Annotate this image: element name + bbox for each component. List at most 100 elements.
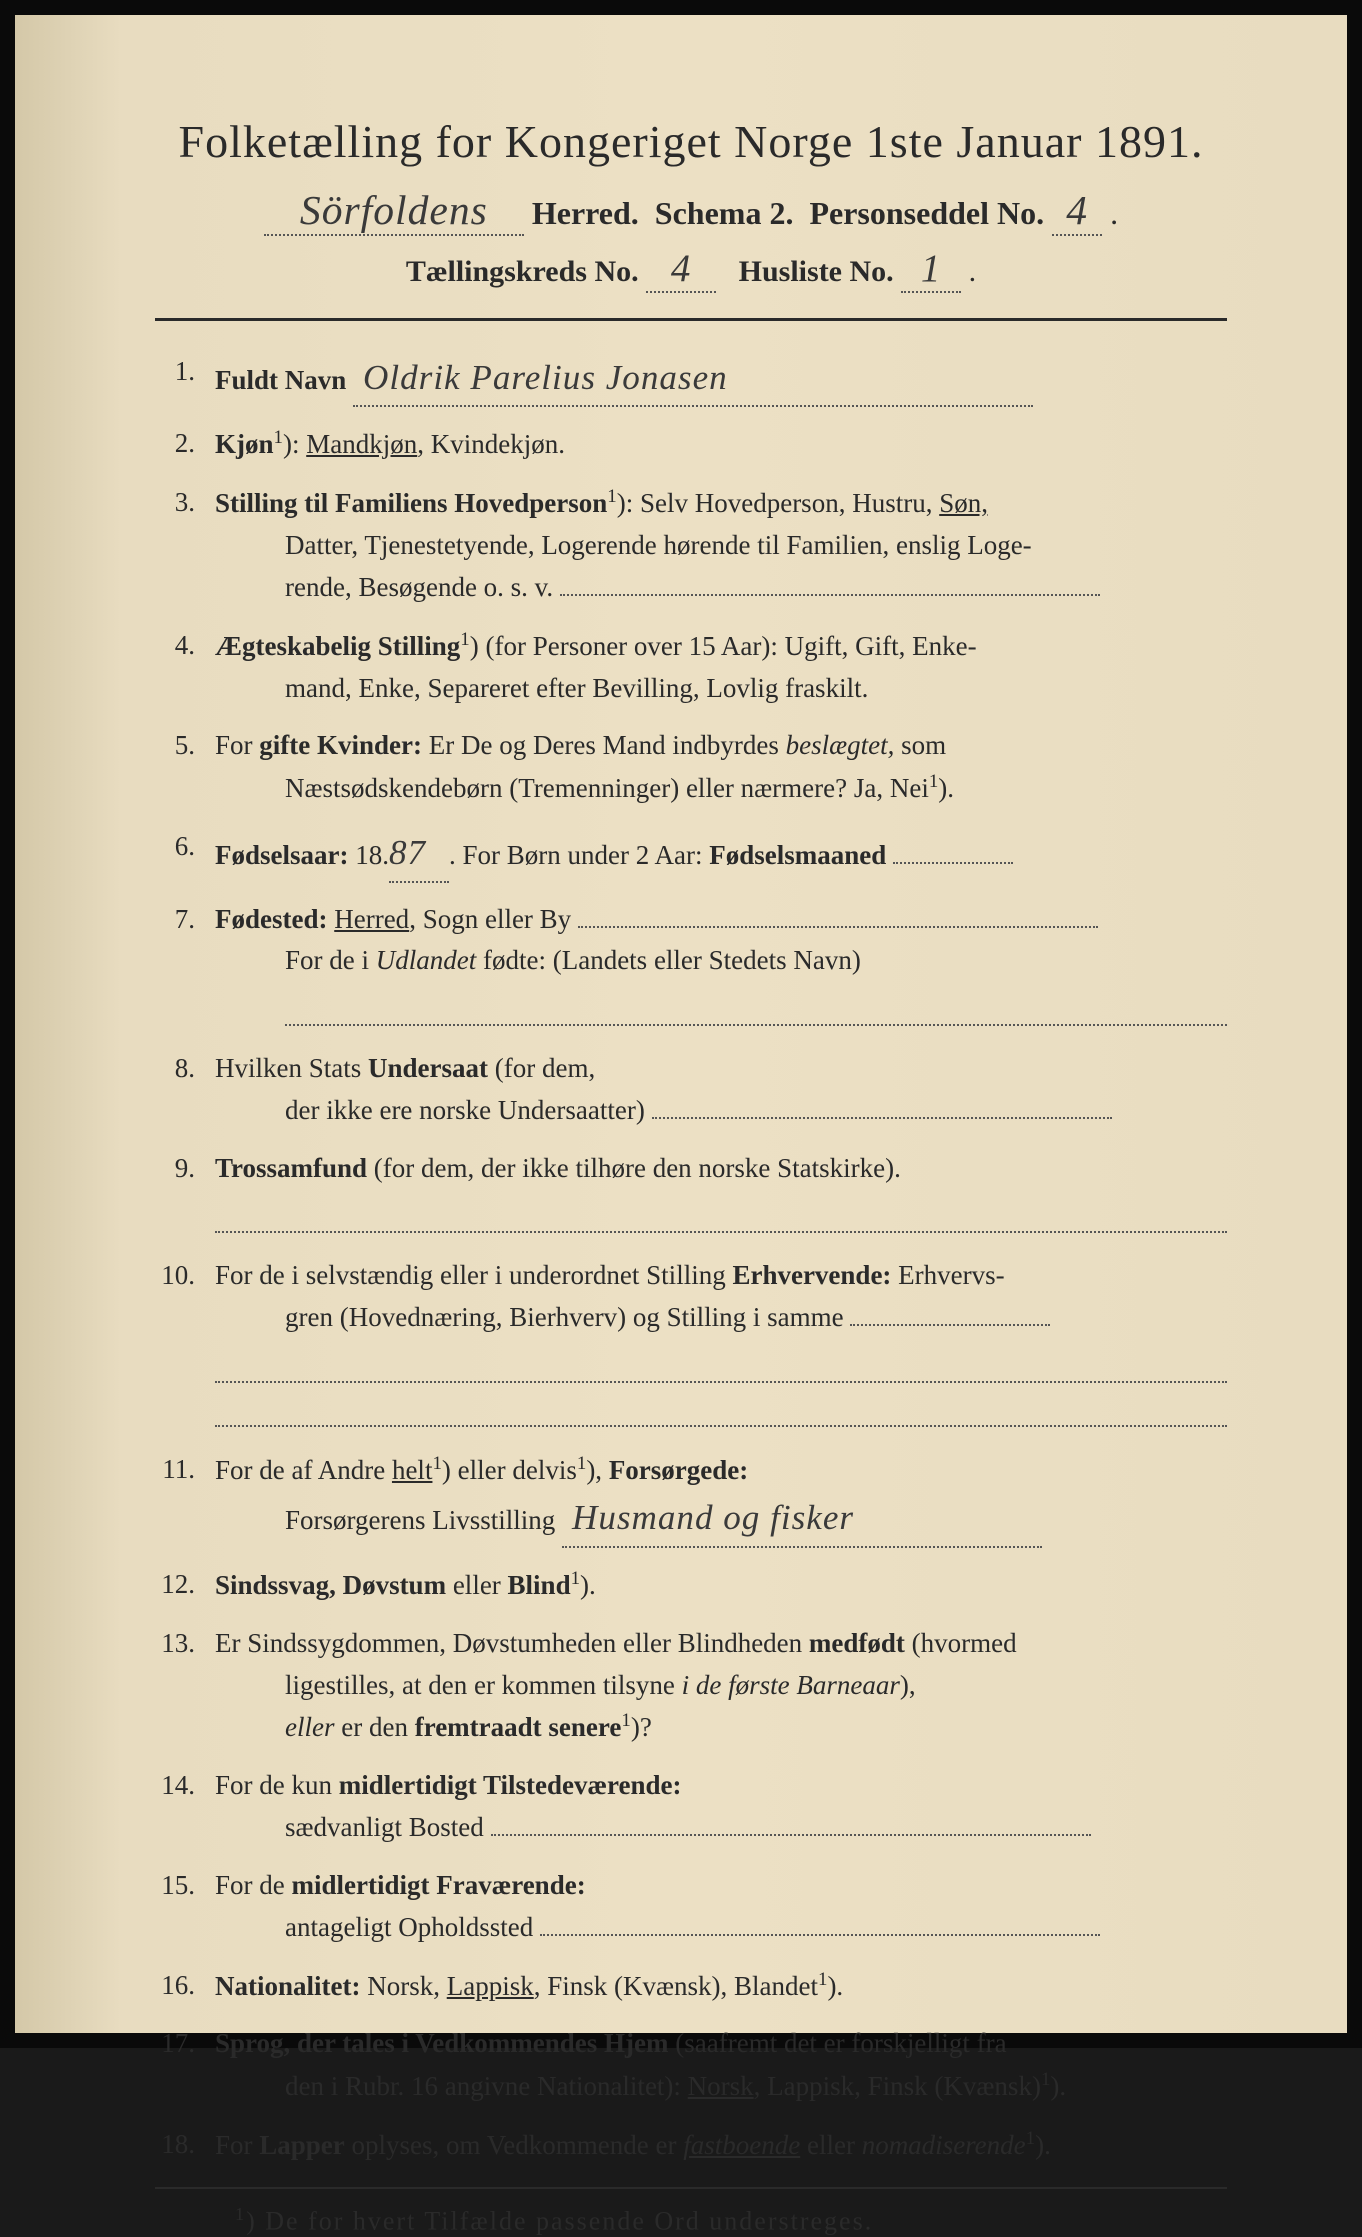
label: Ægteskabelig Stilling [215, 631, 460, 661]
item-12: 12. Sindssvag, Døvstum eller Blind1). [155, 1564, 1227, 1607]
item-3: 3. Stilling til Familiens Hovedperson1):… [155, 482, 1227, 609]
under1: helt [392, 1455, 433, 1485]
rest: Erhvervs- [891, 1260, 1004, 1290]
rest: oplyses, om Vedkommende er [345, 2130, 683, 2160]
item-9: 9. Trossamfund (for dem, der ikke tilhør… [155, 1148, 1227, 1240]
line2: Datter, Tjenestetyende, Logerende hørend… [215, 525, 1227, 567]
footnote-divider [155, 2187, 1227, 2189]
pre: For de i selvstændig eller i underordnet… [215, 1260, 732, 1290]
rest: (for dem, [488, 1053, 595, 1083]
pre: For de kun [215, 1770, 339, 1800]
fuldt-navn-label: Fuldt Navn [215, 365, 346, 395]
rest: (for dem, der ikke tilhøre den norske St… [367, 1153, 901, 1183]
italic2: nomadiserende [862, 2130, 1026, 2160]
text: ): Selv Hovedperson, Hustru, [617, 488, 939, 518]
sup: 1 [1026, 2128, 1035, 2149]
tkreds-no: 4 [646, 246, 716, 293]
italic: i de første Barneaar [682, 1670, 900, 1700]
label: Undersaat [368, 1053, 488, 1083]
item-13: 13. Er Sindssygdommen, Døvstumheden elle… [155, 1623, 1227, 1750]
line2-hand: Husmand og fisker [562, 1491, 1042, 1547]
pre: Er Sindssygdommen, Døvstumheden eller Bl… [215, 1628, 809, 1658]
item-body: Fødselsaar: 18.87. For Børn under 2 Aar:… [215, 826, 1227, 882]
italic: beslægtet, [786, 730, 895, 760]
tkreds-label: Tællingskreds No. [406, 255, 639, 288]
footnote-text: ) De for hvert Tilfælde passende Ord und… [246, 2207, 873, 2236]
label2: Fødselsmaaned [709, 840, 886, 870]
pre: For [215, 2130, 259, 2160]
rest2: , Finsk (Kvænsk), Blandet [534, 1971, 818, 2001]
line2: antageligt Opholdssted [215, 1907, 1227, 1949]
item-body: For gifte Kvinder: Er De og Deres Mand i… [215, 725, 1227, 810]
item-10: 10. For de i selvstændig eller i underor… [155, 1255, 1227, 1432]
label: midlertidigt Fraværende: [292, 1870, 586, 1900]
label: Trossamfund [215, 1153, 367, 1183]
line3: rende, Besøgende o. s. v. [215, 567, 1227, 609]
line2: gren (Hovednæring, Bierhverv) og Stillin… [215, 1297, 1227, 1339]
line2-text: der ikke ere norske Undersaatter) [285, 1095, 645, 1125]
sup: 1 [235, 2204, 246, 2224]
label: medfødt [809, 1628, 905, 1658]
dotted-line [285, 988, 1227, 1026]
year-prefix: 18. [348, 840, 389, 870]
line2: mand, Enke, Separeret efter Bevilling, L… [215, 668, 1227, 710]
line2: ligestilles, at den er kommen tilsyne i … [215, 1665, 1227, 1707]
fuldt-navn-value: Oldrik Parelius Jonasen [353, 351, 1033, 407]
rest2: som [894, 730, 946, 760]
page-title: Folketælling for Kongeriget Norge 1ste J… [155, 115, 1227, 168]
underlined: Herred [334, 904, 409, 934]
line2-text: Næstsødskendebørn (Tremenninger) eller n… [285, 773, 929, 803]
personseddel-no: 4 [1052, 186, 1102, 236]
label: Sprog, der tales i Vedkommendes Hjem [215, 2028, 669, 2058]
item-body: Er Sindssygdommen, Døvstumheden eller Bl… [215, 1623, 1227, 1750]
kjon-underlined: Mandkjøn [306, 429, 417, 459]
item-body: For de kun midlertidigt Tilstedeværende:… [215, 1765, 1227, 1849]
item-14: 14. For de kun midlertidigt Tilstedevære… [155, 1765, 1227, 1849]
label2: Blind [508, 1570, 571, 1600]
fill [893, 862, 1013, 864]
item-15: 15. For de midlertidigt Fraværende: anta… [155, 1865, 1227, 1949]
personseddel-label: Personseddel No. [809, 195, 1044, 231]
italic: eller [285, 1712, 334, 1742]
item-18: 18. For Lapper oplyses, om Vedkommende e… [155, 2124, 1227, 2167]
herred-label: Herred. [532, 195, 639, 231]
dotted-line [215, 1389, 1227, 1427]
item-num: 16. [155, 1965, 215, 2008]
label: gifte Kvinder: [259, 730, 422, 760]
rest: . For Børn under 2 Aar: [449, 840, 709, 870]
dotted-line [215, 1196, 1227, 1234]
line2-label: Forsørgerens Livsstilling [285, 1505, 555, 1535]
item-num: 2. [155, 423, 215, 466]
text: ) (for Personer over 15 Aar): Ugift, Gif… [470, 631, 977, 661]
label: Forsørgede: [609, 1455, 748, 1485]
item-17: 17. Sprog, der tales i Vedkommendes Hjem… [155, 2023, 1227, 2108]
item-num: 9. [155, 1148, 215, 1240]
item-num: 6. [155, 826, 215, 882]
italic: Udlandet [376, 945, 477, 975]
item-num: 11. [155, 1449, 215, 1548]
end: ). [1050, 2071, 1066, 2101]
line2-text: sædvanligt Bosted [285, 1812, 484, 1842]
item-num: 7. [155, 899, 215, 1032]
item-num: 17. [155, 2023, 215, 2108]
item-8: 8. Hvilken Stats Undersaat (for dem, der… [155, 1048, 1227, 1132]
item-num: 14. [155, 1765, 215, 1849]
line2: den i Rubr. 16 angivne Nationalitet): No… [215, 2065, 1227, 2108]
item-body: Stilling til Familiens Hovedperson1): Se… [215, 482, 1227, 609]
underlined: Lappisk [447, 1971, 534, 2001]
item-6: 6. Fødselsaar: 18.87. For Børn under 2 A… [155, 826, 1227, 882]
item-body: For de af Andre helt1) eller delvis1), F… [215, 1449, 1227, 1548]
fill [578, 926, 1098, 928]
sup: 1 [621, 1710, 630, 1731]
item-4: 4. Ægteskabelig Stilling1) (for Personer… [155, 625, 1227, 710]
item-body: Sprog, der tales i Vedkommendes Hjem (sa… [215, 2023, 1227, 2108]
pre: Hvilken Stats [215, 1053, 368, 1083]
pre: For de [215, 1870, 292, 1900]
sup: 1 [432, 1453, 441, 1474]
form-content: Folketælling for Kongeriget Norge 1ste J… [155, 115, 1227, 2237]
census-form-page: Folketælling for Kongeriget Norge 1ste J… [0, 0, 1362, 2048]
end: ). [1035, 2130, 1051, 2160]
item-16: 16. Nationalitet: Norsk, Lappisk, Finsk … [155, 1965, 1227, 2008]
line3-text: rende, Besøgende o. s. v. [285, 572, 553, 602]
sup: 1 [274, 427, 283, 448]
